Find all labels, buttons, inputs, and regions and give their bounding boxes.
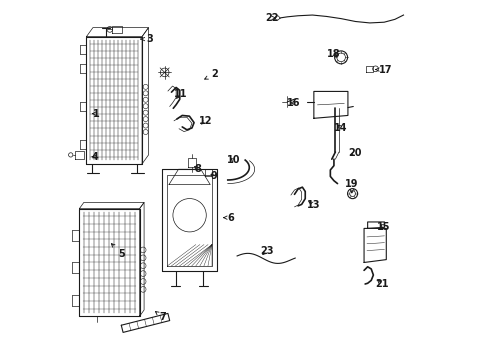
Text: 4: 4	[92, 152, 98, 162]
Text: 20: 20	[349, 148, 362, 158]
Text: 16: 16	[287, 98, 300, 108]
Text: 7: 7	[155, 311, 166, 322]
Text: 8: 8	[194, 164, 201, 174]
Text: 1: 1	[93, 109, 99, 119]
Text: 14: 14	[334, 123, 348, 133]
Text: 17: 17	[376, 64, 392, 75]
Text: 9: 9	[210, 171, 217, 181]
Text: 12: 12	[199, 116, 212, 126]
Text: 3: 3	[141, 34, 153, 44]
Text: 19: 19	[345, 179, 359, 193]
Text: 18: 18	[327, 49, 341, 59]
Text: 2: 2	[205, 69, 218, 79]
Text: 11: 11	[173, 89, 187, 99]
Text: 6: 6	[224, 213, 234, 222]
Text: 13: 13	[307, 200, 320, 210]
Text: 5: 5	[111, 244, 124, 258]
Text: 21: 21	[375, 279, 389, 289]
Text: 23: 23	[260, 246, 273, 256]
Text: 10: 10	[227, 155, 240, 165]
Text: 22: 22	[265, 13, 279, 23]
Text: 15: 15	[377, 222, 391, 231]
